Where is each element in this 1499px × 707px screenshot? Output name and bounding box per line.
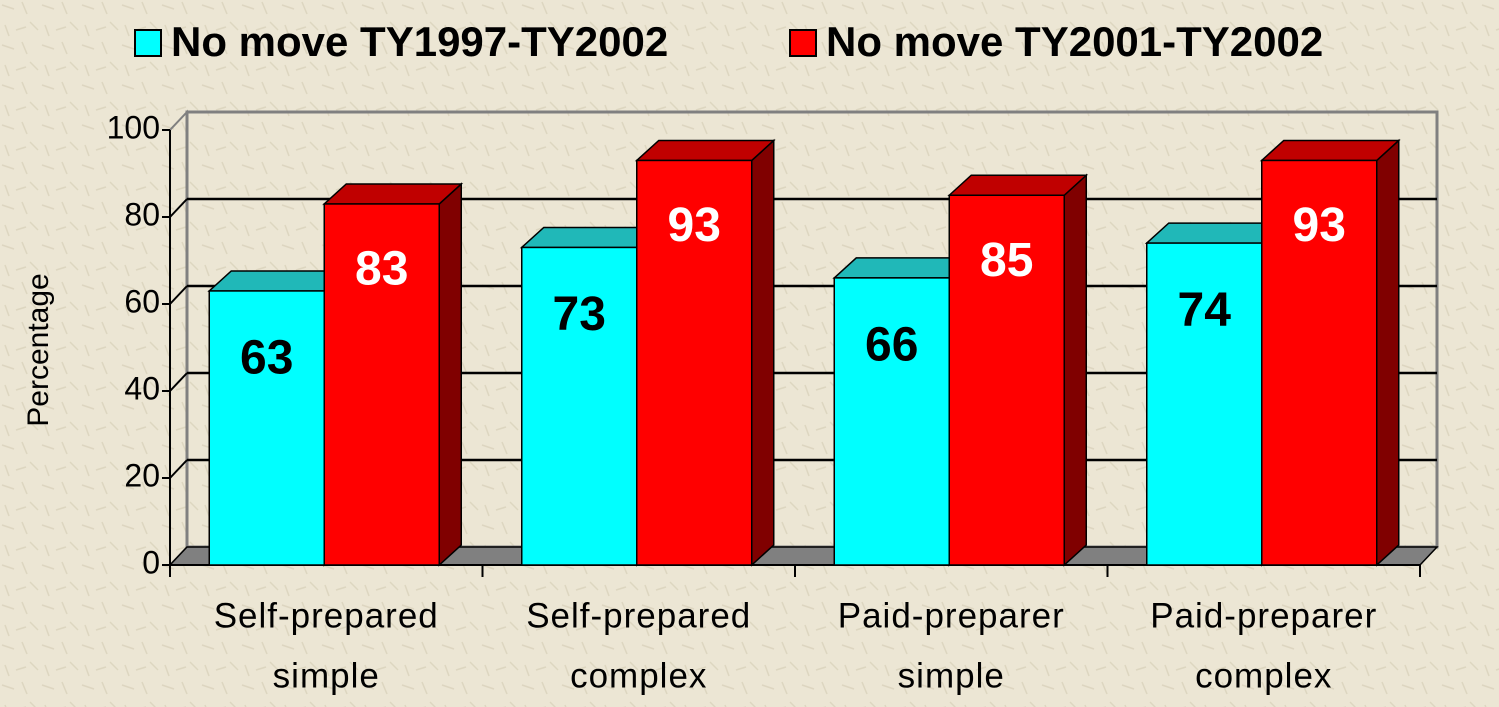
x-tick-label: Paid-preparer: [838, 596, 1065, 635]
y-tick-label: 100: [107, 109, 160, 145]
legend-label: No move TY1997-TY2002: [171, 18, 668, 65]
bar: [208, 290, 325, 566]
grid-line-side: [169, 372, 188, 392]
y-tick-label: 80: [124, 196, 160, 232]
value-label: 85: [980, 234, 1033, 287]
y-tick-label: 20: [124, 457, 160, 493]
x-tick-label: simple: [898, 656, 1005, 695]
grid-line-side: [169, 285, 188, 305]
bar: [833, 277, 950, 566]
y-tick-label: 60: [124, 283, 160, 319]
bar-side: [1063, 173, 1087, 567]
y-axis-label: Percentage: [22, 273, 55, 426]
value-label: 73: [553, 288, 606, 341]
value-label: 93: [668, 199, 721, 252]
bar: [1261, 159, 1378, 566]
bar-top: [1259, 139, 1401, 162]
grid-line-side: [169, 459, 188, 479]
x-tick-label: Self-prepared: [526, 596, 751, 635]
legend-swatch: [789, 29, 817, 57]
bar-side: [751, 138, 775, 567]
x-tick-label: Paid-preparer: [1150, 596, 1377, 635]
bar: [1146, 242, 1263, 566]
bar: [521, 246, 638, 566]
bar: [323, 203, 440, 566]
x-tick-label: complex: [570, 656, 707, 695]
bar-side: [438, 182, 462, 567]
bar: [636, 159, 753, 566]
x-tick-label: complex: [1195, 656, 1332, 695]
y-tick-label: 0: [142, 544, 160, 580]
legend-swatch: [134, 29, 162, 57]
bar-side: [1376, 138, 1400, 567]
y-tick-label: 40: [124, 370, 160, 406]
bar-top: [322, 183, 464, 205]
value-label: 63: [240, 332, 293, 385]
grid-line-side: [169, 198, 188, 218]
bar-top: [947, 174, 1089, 196]
bar: [948, 194, 1065, 566]
x-tick-label: Self-prepared: [214, 596, 439, 635]
value-label: 66: [865, 319, 918, 372]
bar-top: [634, 139, 776, 162]
value-label: 74: [1178, 284, 1232, 337]
legend-label: No move TY2001-TY2002: [826, 18, 1323, 65]
value-label: 83: [355, 243, 408, 296]
x-tick-label: simple: [273, 656, 380, 695]
value-label: 93: [1293, 199, 1346, 252]
